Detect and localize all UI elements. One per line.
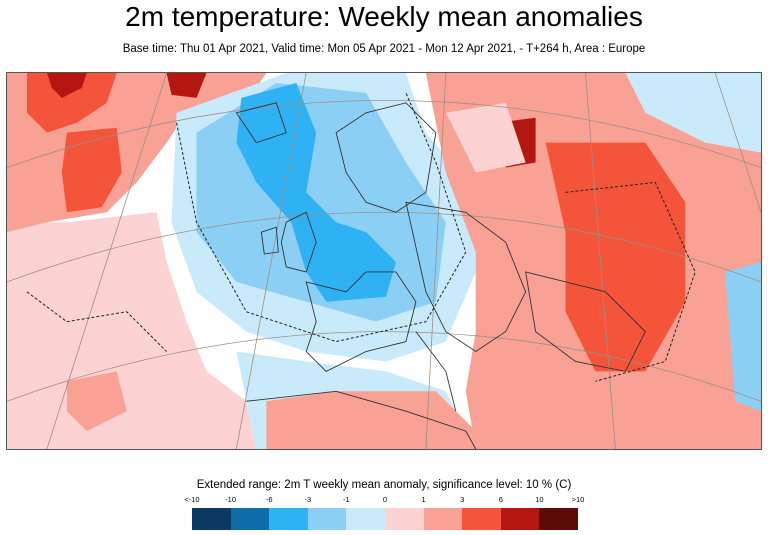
- legend-tick: -10: [225, 495, 237, 504]
- legend-tick: <-10: [184, 495, 200, 504]
- coastlines: [235, 102, 646, 449]
- legend-tick: 1: [421, 495, 426, 504]
- legend-swatch: [307, 508, 347, 530]
- legend-swatch: [230, 508, 270, 530]
- anomaly-region-atlantic-spot: [66, 371, 127, 432]
- legend-tick: 0: [382, 495, 388, 504]
- legend-swatch: [346, 508, 385, 530]
- legend-swatch: [539, 508, 578, 530]
- legend-swatch: [384, 508, 424, 530]
- legend-tick: -6: [265, 495, 273, 504]
- anomaly-region-east-warm: [545, 142, 686, 372]
- legend-tick: -1: [343, 495, 350, 504]
- anomaly-region-greenland-warm: [26, 73, 117, 133]
- legend-tick: -3: [304, 495, 312, 504]
- graticule-lines: [7, 73, 761, 449]
- significance-contours: [26, 92, 696, 382]
- legend-tick: 6: [498, 495, 503, 504]
- anomaly-region-east-warm-north: [585, 147, 656, 193]
- anomaly-region-east-edge-cold: [725, 261, 761, 412]
- anomaly-region-atlantic-warm: [61, 127, 122, 213]
- legend-swatch: [269, 508, 308, 530]
- legend-title: Extended range: 2m T weekly mean anomaly…: [196, 479, 572, 491]
- legend-ticks: <-10 -10 -6 -3 -1 0 1 3 6 10 >10: [184, 495, 584, 505]
- legend-swatch: [192, 508, 231, 530]
- legend-color-bar: [192, 508, 578, 530]
- legend-tick: 3: [460, 495, 465, 504]
- map-title: 2m temperature: Weekly mean anomalies: [125, 1, 643, 32]
- legend-swatch: [462, 508, 501, 530]
- anomaly-map-canvas: [7, 73, 761, 449]
- anomaly-region-north-light: [445, 102, 526, 173]
- anomaly-region-iceland-hot: [166, 73, 207, 98]
- legend-tick: 10: [535, 495, 544, 504]
- legend-swatch: [423, 508, 463, 530]
- legend-swatch: [500, 508, 540, 530]
- anomaly-region-northeast-cold: [625, 73, 761, 153]
- anomaly-map: [6, 72, 762, 450]
- anomaly-region-cold-strong: [236, 82, 396, 302]
- map-subtitle: Base time: Thu 01 Apr 2021, Valid time: …: [122, 43, 646, 55]
- anomaly-region-greenland-hot: [46, 73, 87, 98]
- anomaly-region-africa-pink: [266, 391, 476, 449]
- legend-tick: >10: [571, 495, 585, 504]
